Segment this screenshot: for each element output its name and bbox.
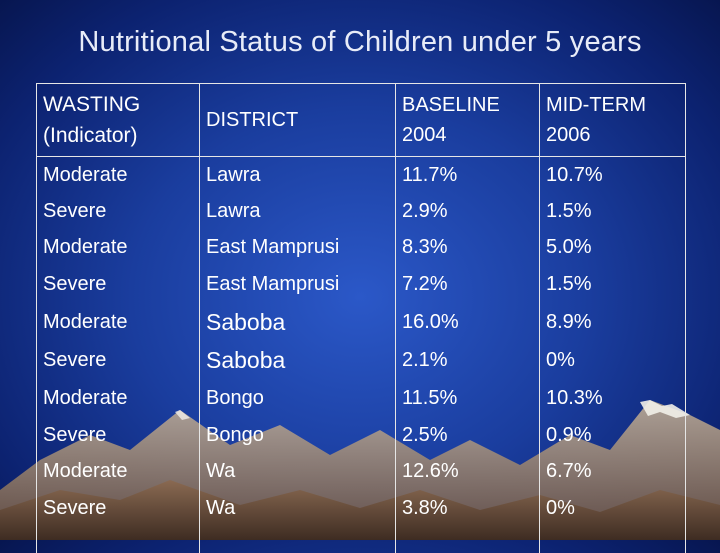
header-indicator-line2: (Indicator) — [43, 120, 199, 151]
cell-indicator: Severe — [37, 417, 200, 454]
cell-midterm: 0% — [540, 342, 686, 381]
cell-district: Bongo — [200, 417, 396, 454]
cell-midterm: 6.7% — [540, 453, 686, 490]
cell-midterm: 10.3% — [540, 380, 686, 417]
cell-district: Bongo — [200, 380, 396, 417]
cell-indicator: Moderate — [37, 453, 200, 490]
table-row: Moderate Wa 12.6% 6.7% — [37, 453, 686, 490]
cell-indicator: Severe — [37, 266, 200, 303]
table-row: Moderate Saboba 16.0% 8.9% — [37, 303, 686, 342]
table-row: Moderate East Mamprusi 8.3% 5.0% — [37, 230, 686, 267]
header-midterm-line1: MID-TERM — [546, 90, 685, 120]
cell-indicator: Moderate — [37, 230, 200, 267]
cell-baseline: 3.8% — [396, 490, 540, 527]
table-header-row: WASTING (Indicator) DISTRICT BASELINE 20… — [37, 84, 686, 157]
table-row: Severe Wa 3.8% 0% — [37, 490, 686, 527]
cell-baseline: 2.5% — [396, 417, 540, 454]
table-row: Moderate Lawra 11.7% 10.7% — [37, 157, 686, 194]
header-baseline: BASELINE 2004 — [396, 84, 540, 157]
cell-baseline: 11.5% — [396, 380, 540, 417]
table-row: Severe Lawra 2.9% 1.5% — [37, 193, 686, 230]
header-indicator: WASTING (Indicator) — [37, 84, 200, 157]
cell-baseline: 7.2% — [396, 266, 540, 303]
header-baseline-line1: BASELINE — [402, 90, 539, 120]
cell-district: Saboba — [200, 303, 396, 342]
header-district: DISTRICT — [200, 84, 396, 157]
cell-district: East Mamprusi — [200, 230, 396, 267]
cell-midterm: 10.7% — [540, 157, 686, 194]
cell-district: Lawra — [200, 193, 396, 230]
cell-midterm: 1.5% — [540, 266, 686, 303]
cell-district: Wa — [200, 453, 396, 490]
cell-midterm: 8.9% — [540, 303, 686, 342]
cell-district: Wa — [200, 490, 396, 527]
cell-midterm: 1.5% — [540, 193, 686, 230]
cell-district: East Mamprusi — [200, 266, 396, 303]
slide-title: Nutritional Status of Children under 5 y… — [0, 26, 720, 59]
header-baseline-line2: 2004 — [402, 120, 539, 150]
cell-baseline: 8.3% — [396, 230, 540, 267]
cell-baseline: 2.1% — [396, 342, 540, 381]
cell-district: Saboba — [200, 342, 396, 381]
cell-indicator: Moderate — [37, 303, 200, 342]
header-midterm: MID-TERM 2006 — [540, 84, 686, 157]
table-row: Severe East Mamprusi 7.2% 1.5% — [37, 266, 686, 303]
cell-indicator: Moderate — [37, 157, 200, 194]
cell-indicator: Severe — [37, 193, 200, 230]
cell-baseline: 11.7% — [396, 157, 540, 194]
wasting-table: WASTING (Indicator) DISTRICT BASELINE 20… — [36, 83, 686, 553]
cell-midterm: 5.0% — [540, 230, 686, 267]
cell-baseline: 12.6% — [396, 453, 540, 490]
header-midterm-line2: 2006 — [546, 120, 685, 150]
cell-indicator: Severe — [37, 342, 200, 381]
header-indicator-line1: WASTING — [43, 89, 199, 120]
cell-baseline: 16.0% — [396, 303, 540, 342]
table-row: Severe Bongo 2.5% 0.9% — [37, 417, 686, 454]
table-row: Severe Saboba 2.1% 0% — [37, 342, 686, 381]
cell-baseline: 2.9% — [396, 193, 540, 230]
cell-midterm: 0.9% — [540, 417, 686, 454]
table-row: Moderate Bongo 11.5% 10.3% — [37, 380, 686, 417]
cell-midterm: 0% — [540, 490, 686, 527]
cell-indicator: Moderate — [37, 380, 200, 417]
cell-indicator: Severe — [37, 490, 200, 527]
cell-district: Lawra — [200, 157, 396, 194]
